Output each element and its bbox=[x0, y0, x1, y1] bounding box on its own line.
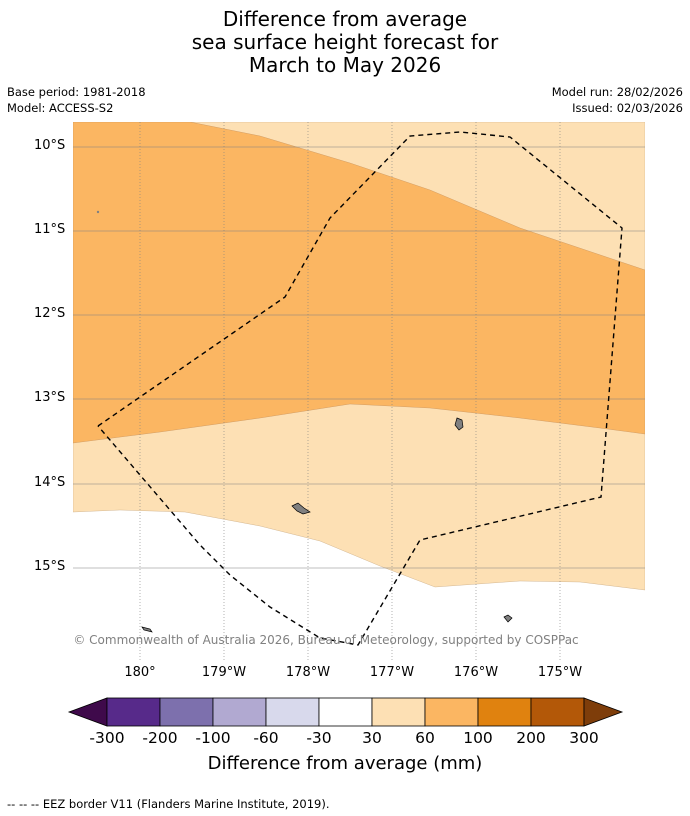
lon-label-177w: 177°W bbox=[369, 665, 415, 680]
copyright-notice: © Commonwealth of Australia 2026, Bureau… bbox=[73, 633, 579, 647]
colorbar-title: Difference from average (mm) bbox=[207, 753, 483, 774]
issued-date: Issued: 02/03/2026 bbox=[572, 101, 683, 115]
lon-label-180: 180° bbox=[124, 665, 156, 680]
lat-label-15s: 15°S bbox=[34, 559, 66, 574]
colorbar-segment-5 bbox=[318, 697, 373, 727]
colorbar-segment-4 bbox=[265, 697, 320, 727]
islands bbox=[96, 210, 513, 633]
colorbar-label: -200 bbox=[142, 729, 178, 747]
map-area bbox=[73, 122, 645, 662]
meta-left: Base period: 1981-2018 Model: ACCESS-S2 bbox=[7, 84, 146, 116]
colorbar-label: -300 bbox=[89, 729, 125, 747]
title-line-3: March to May 2026 bbox=[248, 53, 442, 77]
colorbar-label: 60 bbox=[415, 729, 435, 747]
eez-border bbox=[97, 131, 623, 646]
colorbar-label: -60 bbox=[253, 729, 279, 747]
title-line-2: sea surface height forecast for bbox=[191, 30, 499, 54]
lat-label-10s: 10°S bbox=[34, 138, 66, 153]
colorbar-segment-2 bbox=[159, 697, 214, 727]
colorbar-label: -100 bbox=[195, 729, 231, 747]
colorbar-segment-6 bbox=[371, 697, 426, 727]
colorbar-segment-1 bbox=[106, 697, 161, 727]
lat-label-11s: 11°S bbox=[34, 222, 66, 237]
grid-lines bbox=[73, 122, 645, 662]
lon-label-178w: 178°W bbox=[285, 665, 331, 680]
colorbar-segment-9 bbox=[530, 697, 585, 727]
colorbar-extend-low bbox=[67, 697, 108, 727]
lon-label-179w: 179°W bbox=[201, 665, 247, 680]
eez-footnote: -- -- -- EEZ border V11 (Flanders Marine… bbox=[7, 797, 330, 811]
lon-label-175w: 175°W bbox=[537, 665, 583, 680]
title-line-1: Difference from average bbox=[222, 7, 468, 31]
base-period: Base period: 1981-2018 bbox=[7, 85, 146, 99]
island-middle bbox=[291, 502, 311, 515]
colorbar-label: -30 bbox=[306, 729, 332, 747]
island-east bbox=[454, 417, 464, 431]
lat-label-12s: 12°S bbox=[34, 306, 66, 321]
colorbar-segment-7 bbox=[424, 697, 479, 727]
lat-label-13s: 13°S bbox=[34, 390, 66, 405]
island-southwest bbox=[141, 626, 153, 633]
model-name: Model: ACCESS-S2 bbox=[7, 101, 114, 115]
meta-right: Model run: 28/02/2026 Issued: 02/03/2026 bbox=[552, 84, 683, 116]
chart-title: Difference from average sea surface heig… bbox=[0, 8, 690, 77]
colorbar-extend-high bbox=[583, 697, 624, 727]
lat-label-14s: 14°S bbox=[34, 475, 66, 490]
island-south bbox=[503, 614, 513, 623]
band-60-100 bbox=[73, 122, 645, 444]
lon-label-176w: 176°W bbox=[453, 665, 499, 680]
island-dot bbox=[96, 210, 100, 214]
colorbar-label: 200 bbox=[516, 729, 546, 747]
colorbar bbox=[67, 697, 624, 727]
colorbar-segment-3 bbox=[212, 697, 267, 727]
colorbar-segment-8 bbox=[477, 697, 532, 727]
colorbar-label: 100 bbox=[463, 729, 493, 747]
colorbar-label: 30 bbox=[362, 729, 382, 747]
colorbar-label: 300 bbox=[569, 729, 599, 747]
model-run: Model run: 28/02/2026 bbox=[551, 85, 683, 99]
